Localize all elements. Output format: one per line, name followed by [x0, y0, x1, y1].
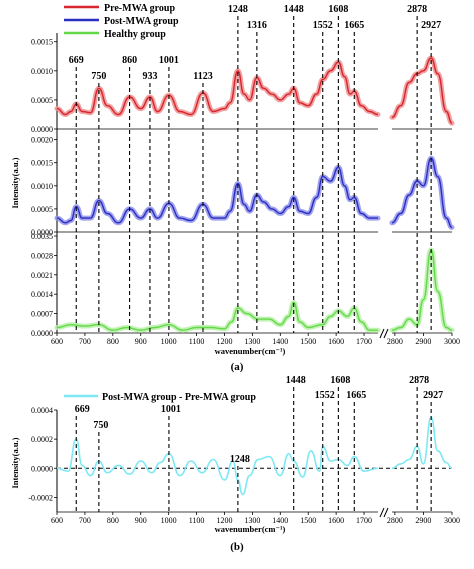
- y-tick-label: 0.0010: [31, 182, 53, 191]
- y-tick-label: 0.0005: [31, 205, 53, 214]
- series-band: [389, 55, 455, 126]
- y-tick-label: 0.0010: [31, 67, 53, 76]
- peak-label-750: 750: [93, 420, 108, 431]
- y-tick-label: 0.0000: [31, 125, 53, 134]
- peak-label-860: 860: [122, 55, 137, 66]
- x-tick-label: 900: [135, 516, 147, 525]
- series-line: [391, 57, 453, 124]
- x-tick-label: 3000: [444, 337, 460, 346]
- y-tick-label: 0.0020: [31, 136, 53, 145]
- peak-label-1608: 1608: [328, 4, 348, 15]
- x-tick-label: 900: [135, 337, 147, 346]
- series-line: [56, 61, 379, 116]
- difference-series-line: [56, 438, 379, 496]
- legend-label-2: Healthy group: [104, 29, 166, 40]
- peak-label-2878: 2878: [409, 375, 429, 386]
- panel-caption: (b): [230, 541, 244, 553]
- peak-label-1665: 1665: [346, 390, 366, 401]
- y-tick-label: 0.0005: [31, 96, 53, 105]
- y-tick-label: 0.0000: [31, 464, 53, 473]
- axis-break-mark: [379, 328, 389, 339]
- y-axis-label: Intensity(a.u.): [10, 437, 20, 488]
- peak-label-669: 669: [69, 55, 84, 66]
- y-tick-label: 0.0007: [31, 310, 53, 319]
- peak-label-1316: 1316: [247, 20, 267, 31]
- series-band: [389, 155, 455, 230]
- x-tick-label: 2800: [387, 337, 403, 346]
- x-tick-label: 2900: [415, 516, 431, 525]
- peak-label-1665: 1665: [344, 20, 364, 31]
- peak-label-933: 933: [142, 71, 157, 82]
- x-tick-label: 2800: [387, 516, 403, 525]
- peak-label-2878: 2878: [407, 4, 427, 15]
- x-tick-label: 1100: [189, 337, 205, 346]
- y-tick-label: 0.0028: [31, 251, 53, 260]
- peak-label-1248: 1248: [230, 454, 250, 465]
- series-line: [391, 157, 453, 229]
- peak-label-669: 669: [75, 404, 90, 415]
- y-tick-label: 0.0021: [31, 271, 53, 280]
- x-tick-label: 1200: [216, 337, 232, 346]
- peak-label-1001: 1001: [159, 55, 179, 66]
- x-tick-label: 3000: [444, 516, 460, 525]
- x-axis-label: wavenumber(cm⁻¹): [215, 346, 286, 356]
- x-tick-label: 700: [79, 516, 91, 525]
- peak-label-2927: 2927: [423, 390, 443, 401]
- legend-label-1: Post-MWA group: [104, 16, 179, 27]
- x-tick-label: 1500: [300, 337, 316, 346]
- x-axis-label: wavenumber(cm⁻¹): [215, 524, 286, 534]
- panel-a: Pre-MWA group Post-MWA group Healthy group…: [10, 3, 460, 373]
- axis-break-mark: [379, 507, 389, 518]
- x-tick-label: 600: [51, 516, 63, 525]
- peak-label-750: 750: [91, 71, 106, 82]
- x-tick-label: 1400: [272, 337, 288, 346]
- y-tick-label: 0.0015: [31, 38, 53, 47]
- peak-label-1552: 1552: [315, 390, 335, 401]
- x-tick-label: 1400: [272, 516, 288, 525]
- x-tick-label: 800: [107, 516, 119, 525]
- y-tick-label: 0.0014: [31, 290, 53, 299]
- x-tick-label: 1600: [328, 516, 344, 525]
- series-band: [54, 164, 381, 226]
- x-tick-label: 1600: [328, 337, 344, 346]
- series-line: [56, 166, 378, 224]
- x-tick-label: 1500: [300, 516, 316, 525]
- x-tick-label: 1700: [356, 516, 372, 525]
- x-tick-label: 1300: [244, 337, 260, 346]
- legend-label-0: Pre-MWA group: [104, 3, 175, 14]
- y-tick-label: 0.0002: [31, 435, 53, 444]
- peak-label-1608: 1608: [330, 375, 350, 386]
- y-tick-label: 0.0000: [31, 228, 53, 237]
- x-tick-label: 800: [107, 337, 119, 346]
- peak-label-2927: 2927: [421, 20, 441, 31]
- series-band: [54, 59, 381, 118]
- x-tick-label: 1700: [356, 337, 372, 346]
- x-tick-label: 2900: [415, 337, 431, 346]
- y-tick-label: 0.0004: [31, 406, 53, 415]
- x-tick-label: 600: [51, 337, 63, 346]
- x-tick-label: 1100: [189, 516, 205, 525]
- peak-label-1448: 1448: [286, 375, 306, 386]
- peak-label-1001: 1001: [161, 404, 181, 415]
- panel-caption: (a): [231, 361, 244, 373]
- peak-label-1248: 1248: [228, 4, 248, 15]
- series-line: [391, 249, 453, 331]
- peak-label-1123: 1123: [193, 71, 212, 82]
- y-tick-label: 0.0015: [31, 159, 53, 168]
- y-tick-label: 0.0000: [31, 329, 53, 338]
- panel-b: 0.0004 0.0002 0.0000 -0.0002 Post-MWA group …: [10, 375, 460, 553]
- difference-series-line: [391, 416, 453, 470]
- peak-label-1448: 1448: [284, 4, 304, 15]
- x-tick-label: 1300: [244, 516, 260, 525]
- x-tick-label: 1000: [161, 516, 177, 525]
- y-axis-label: Intensity(a.u.): [10, 157, 20, 208]
- x-tick-label: 1200: [216, 516, 232, 525]
- peak-label-1552: 1552: [313, 20, 333, 31]
- y-tick-label: 0.0035: [31, 232, 53, 241]
- x-tick-label: 700: [79, 337, 91, 346]
- x-tick-label: 1000: [161, 337, 177, 346]
- y-tick-label: -0.0002: [28, 493, 53, 502]
- legend-label: Post-MWA group - Pre-MWA group: [102, 392, 256, 403]
